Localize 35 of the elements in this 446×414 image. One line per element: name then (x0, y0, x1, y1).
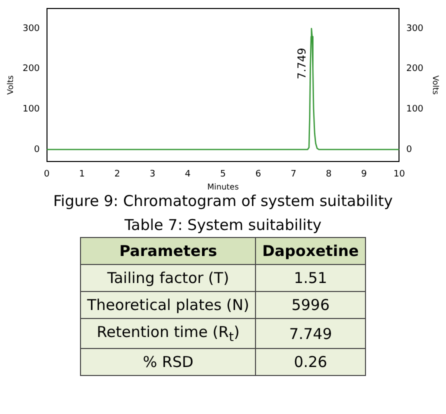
x-tick-label: 4 (184, 169, 191, 180)
y2-tick-label: 200 (406, 64, 424, 74)
x-tick-label: 9 (361, 169, 368, 180)
text: Parameters (80, 238, 256, 264)
text: 0.26 (256, 348, 366, 376)
y2-tick-label: 0 (406, 144, 412, 155)
x-tick-label: 5 (220, 169, 226, 180)
x-tick-label: 8 (326, 169, 332, 180)
x-tick-label: 10 (393, 169, 406, 180)
text: % RSD (80, 348, 256, 376)
x-tick-label: 1 (79, 169, 85, 180)
text: Tailing factor (T) (80, 264, 256, 292)
y-tick-label: 300 (22, 24, 40, 34)
text: 1.51 (256, 264, 366, 292)
y-axis-title: Volts (6, 75, 15, 95)
text: Dapoxetine (256, 238, 366, 264)
text: 5996 (256, 292, 366, 318)
text: Retention time (R$_{t}$) (80, 318, 256, 348)
text: Table 7: System suitability (124, 216, 322, 234)
annotation: 7.749 (295, 48, 308, 80)
x-axis-title: Minutes (207, 182, 239, 192)
x-tick-label: 2 (114, 169, 120, 180)
y2-tick-label: 300 (406, 24, 424, 34)
y-tick-label: 100 (22, 104, 40, 115)
y2-axis-title: Volts (431, 75, 440, 95)
text: Figure 9: Chromatogram of system suitability (52, 192, 394, 210)
x-tick-label: 3 (150, 169, 156, 180)
x-tick-label: 6 (255, 169, 262, 180)
y2-tick-label: 100 (406, 104, 424, 115)
text: 7.749 (256, 318, 366, 348)
x-tick-label: 0 (44, 169, 50, 180)
y-tick-label: 0 (34, 144, 40, 155)
x-tick-label: 7 (290, 169, 296, 180)
y-tick-label: 200 (22, 64, 40, 74)
text: Theoretical plates (N) (80, 292, 256, 318)
